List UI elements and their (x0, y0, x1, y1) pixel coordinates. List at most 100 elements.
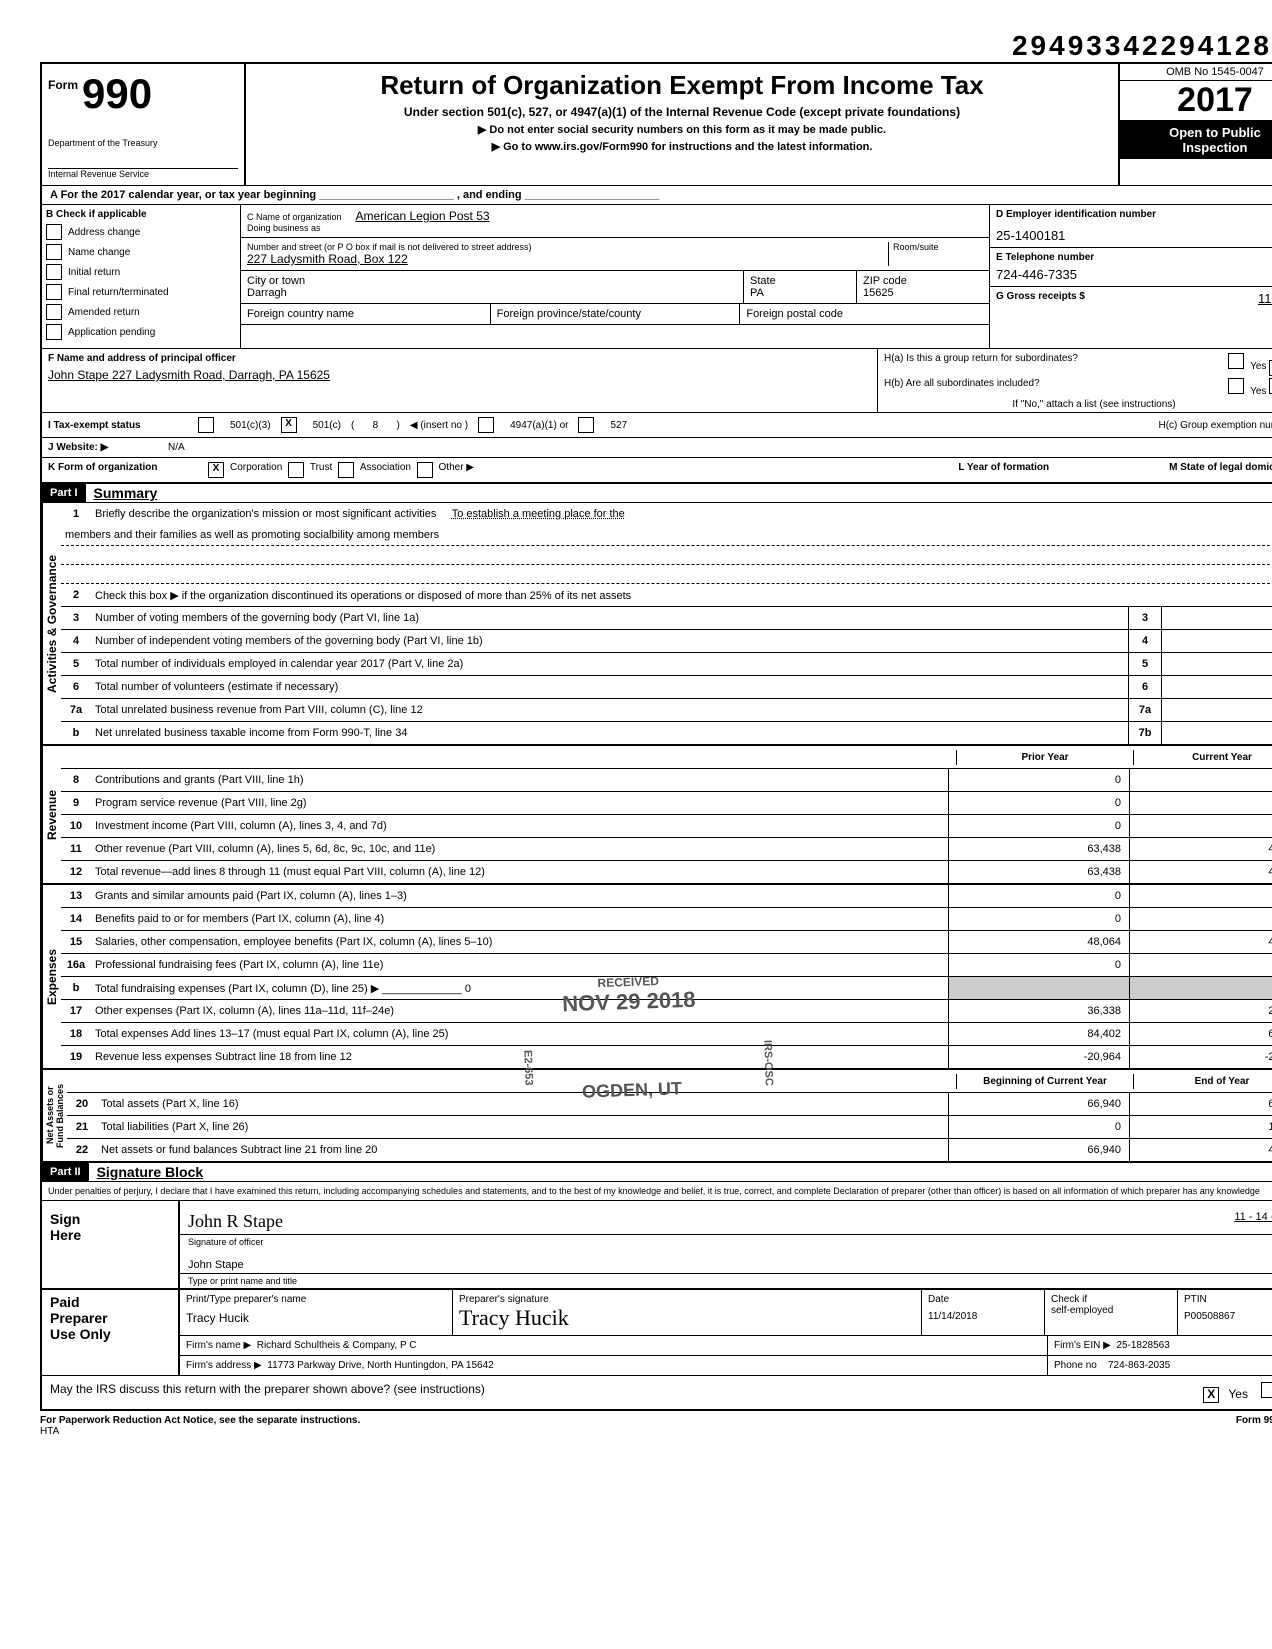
cb-501c[interactable] (281, 417, 297, 433)
hb-yes-checkbox[interactable] (1228, 378, 1244, 394)
website-value: N/A (168, 442, 185, 453)
activities-governance: Activities & Governance 1 Briefly descri… (40, 503, 1272, 746)
line4: Number of independent voting members of … (91, 632, 1128, 650)
foreign-postal-label: Foreign postal code (746, 308, 983, 320)
omb-number: OMB No 1545-0047 (1120, 64, 1272, 81)
l-label: L Year of formation (958, 462, 1049, 478)
zip-value: 15625 (863, 287, 983, 299)
line-a: A For the 2017 calendar year, or tax yea… (40, 185, 1272, 205)
checkbox-address-change[interactable] (46, 224, 62, 240)
checkbox-initial-return[interactable] (46, 264, 62, 280)
form-prefix: Form (48, 78, 78, 92)
phone-value: 724-446-7335 (996, 267, 1272, 282)
sig-declaration: Under penalties of perjury, I declare th… (42, 1182, 1272, 1201)
discuss-yes-cb[interactable] (1203, 1387, 1219, 1403)
table-row: 14Benefits paid to or for members (Part … (61, 908, 1272, 931)
prep-signature: Tracy Hucik (459, 1305, 915, 1331)
opt-4947: 4947(a)(1) or (510, 420, 568, 431)
sign-date: 11 - 14 - 2018 (1234, 1211, 1272, 1232)
phone-label: E Telephone number (996, 252, 1272, 263)
self-emp: self-employed (1051, 1305, 1171, 1316)
checkbox-amended[interactable] (46, 304, 62, 320)
state-value: PA (750, 287, 850, 299)
dept-irs: Internal Revenue Service (48, 168, 238, 179)
paid-label-2: Preparer (50, 1310, 170, 1326)
identity-section: B Check if applicable Address change Nam… (40, 205, 1272, 348)
mission-line2: members and their families as well as pr… (61, 525, 1272, 546)
v7b: 0 (1161, 722, 1272, 744)
prep-date: 11/14/2018 (928, 1311, 1038, 1322)
officer-section: F Name and address of principal officer … (40, 348, 1272, 413)
label-address-change: Address change (68, 227, 140, 238)
side-activities: Activities & Governance (42, 503, 61, 744)
end-year-header: End of Year (1133, 1074, 1272, 1089)
table-row: 8Contributions and grants (Part VIII, li… (61, 769, 1272, 792)
firm-ein-label: Firm's EIN ▶ (1054, 1340, 1111, 1351)
hb-yes: Yes (1250, 386, 1266, 397)
ha-yes: Yes (1250, 361, 1266, 372)
table-row: 22Net assets or fund balances Subtract l… (67, 1139, 1272, 1161)
check-label: Check if (1051, 1294, 1171, 1305)
footer-left: For Paperwork Reduction Act Notice, see … (40, 1415, 360, 1426)
line6: Total number of volunteers (estimate if … (91, 678, 1128, 696)
line5: Total number of individuals employed in … (91, 655, 1128, 673)
cb-501c3[interactable] (198, 417, 214, 433)
cb-assoc[interactable] (338, 462, 354, 478)
form-subtitle: Under section 501(c), 527, or 4947(a)(1)… (252, 105, 1112, 119)
begin-year-header: Beginning of Current Year (956, 1074, 1133, 1089)
sign-label-1: Sign (50, 1211, 170, 1227)
opt-assoc: Association (360, 462, 411, 478)
line3: Number of voting members of the governin… (91, 609, 1128, 627)
officer-name: John Stape (188, 1259, 244, 1271)
ha-yes-checkbox[interactable] (1228, 353, 1244, 369)
form-header: Form 990 Department of the Treasury Inte… (40, 62, 1272, 185)
cb-trust[interactable] (288, 462, 304, 478)
prep-date-label: Date (928, 1294, 1038, 1305)
side-revenue: Revenue (42, 746, 61, 883)
label-pending: Application pending (68, 327, 155, 338)
part2-badge: Part II (42, 1163, 89, 1181)
state-label: State (750, 275, 850, 287)
street-label: Number and street (or P O box if mail is… (247, 242, 888, 252)
form-note-1: ▶ Do not enter social security numbers o… (252, 123, 1112, 136)
cb-527[interactable] (578, 417, 594, 433)
firm-phone-label: Phone no (1054, 1360, 1097, 1371)
table-row: 18Total expenses Add lines 13–17 (must e… (61, 1023, 1272, 1046)
officer-label: F Name and address of principal officer (48, 353, 871, 364)
firm-ein: 25-1828563 (1116, 1340, 1169, 1351)
discuss-no-cb[interactable] (1261, 1382, 1272, 1398)
part1-title: Summary (94, 485, 158, 501)
opt-other: Other ▶ (439, 462, 474, 478)
cb-corp[interactable] (208, 462, 224, 478)
ptin-label: PTIN (1184, 1294, 1272, 1305)
cb-other[interactable] (417, 462, 433, 478)
gross-value: 113,575 (1258, 291, 1272, 306)
website-row: J Website: ▶ N/A (40, 438, 1272, 458)
checkbox-final-return[interactable] (46, 284, 62, 300)
signature-section: Under penalties of perjury, I declare th… (40, 1182, 1272, 1411)
checkbox-pending[interactable] (46, 324, 62, 340)
foreign-country-label: Foreign country name (247, 308, 484, 320)
tax-exempt-row: I Tax-exempt status 501(c)(3) 501(c) ( 8… (40, 413, 1272, 438)
prep-name: Tracy Hucik (186, 1311, 446, 1325)
label-name-change: Name change (68, 247, 130, 258)
revenue-section: Revenue Prior Year Current Year 8Contrib… (40, 746, 1272, 885)
firm-addr: 11773 Parkway Drive, North Huntingdon, P… (267, 1360, 493, 1371)
checkbox-name-change[interactable] (46, 244, 62, 260)
cb-4947[interactable] (478, 417, 494, 433)
opt-trust: Trust (310, 462, 332, 478)
prep-name-label: Print/Type preparer's name (186, 1294, 446, 1305)
form-note-2: ▶ Go to www.irs.gov/Form990 for instruct… (252, 140, 1112, 153)
side-expenses: Expenses (42, 885, 61, 1068)
opt-501c: 501(c) (313, 420, 341, 431)
line7b: Net unrelated business taxable income fr… (91, 724, 1128, 742)
gross-label: G Gross receipts $ (996, 291, 1085, 302)
netassets-section: Net Assets orFund Balances Beginning of … (40, 1070, 1272, 1163)
ein-value: 25-1400181 (996, 228, 1272, 243)
room-label: Room/suite (893, 242, 983, 252)
v3: 6 (1161, 607, 1272, 629)
part1-badge: Part I (42, 484, 86, 502)
line2: Check this box ▶ if the organization dis… (91, 586, 1272, 605)
footer-right: Form 990 (2017) (1236, 1415, 1272, 1437)
city-label: City or town (247, 275, 737, 287)
